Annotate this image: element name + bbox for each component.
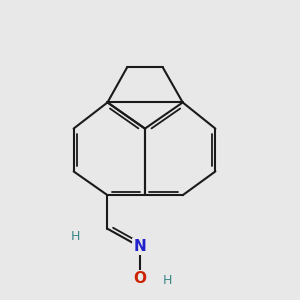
Text: O: O bbox=[133, 271, 146, 286]
Text: N: N bbox=[133, 239, 146, 254]
Text: H: H bbox=[163, 274, 172, 287]
Text: H: H bbox=[70, 230, 80, 243]
